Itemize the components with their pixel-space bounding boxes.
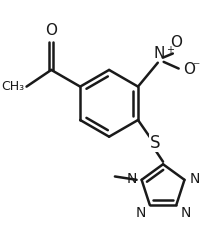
Text: N: N — [135, 206, 146, 220]
Text: CH₃: CH₃ — [2, 80, 25, 93]
Text: N: N — [127, 172, 137, 186]
Text: O: O — [170, 35, 182, 50]
Text: +: + — [166, 45, 174, 55]
Text: ⁻: ⁻ — [192, 60, 199, 74]
Text: N: N — [154, 46, 165, 61]
Text: N: N — [181, 206, 191, 220]
Text: N: N — [189, 172, 200, 186]
Text: O: O — [183, 62, 195, 77]
Text: O: O — [45, 23, 57, 38]
Text: S: S — [149, 134, 160, 152]
